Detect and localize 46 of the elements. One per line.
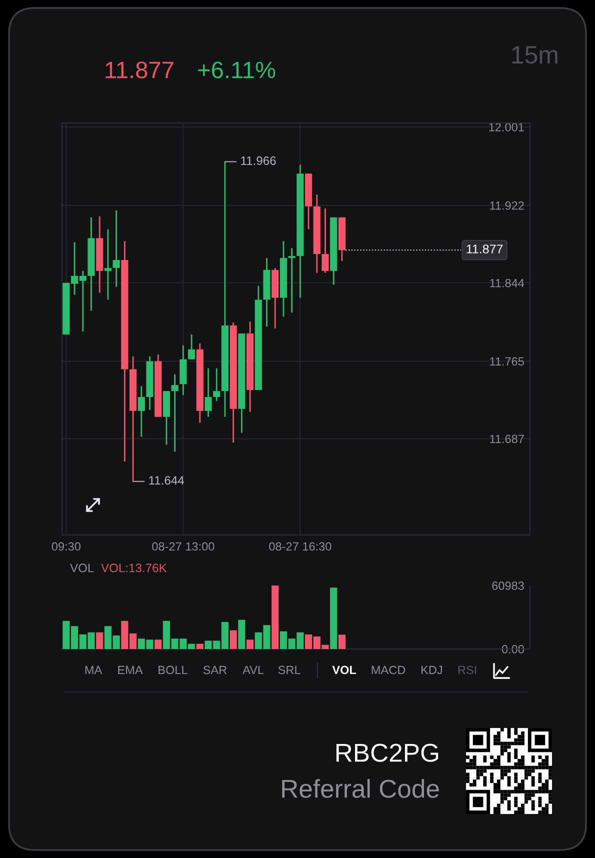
candlestick: [322, 208, 329, 274]
text: RBC2PG: [336, 744, 438, 762]
bar: [196, 644, 204, 649]
text: 15m: [512, 46, 558, 64]
y-tick-label: 11.687: [490, 434, 524, 444]
text: RSI: [458, 666, 476, 674]
bar: [338, 634, 346, 649]
text: SRL: [278, 666, 300, 674]
text: Referral Code: [282, 779, 439, 798]
x-tick-label: 08-27 16:30: [269, 542, 332, 551]
annotation: 11.644: [149, 476, 184, 485]
text: VOL: [70, 564, 94, 572]
bar: [238, 620, 246, 649]
text: +6.11%: [198, 62, 276, 78]
y-tick-label: 11.844: [490, 278, 524, 288]
x-tick-label: 09:30: [52, 542, 80, 551]
annotation: 11.966: [241, 156, 276, 165]
x-tick-label: 08-27 13:00: [152, 542, 214, 551]
candlestick: [213, 368, 220, 402]
candlestick: [204, 368, 212, 418]
text: VOL: [332, 666, 356, 674]
text: BOLL: [158, 666, 188, 674]
text: MACD: [372, 666, 406, 674]
candlestick: [112, 210, 120, 288]
candlestick: [188, 334, 196, 360]
bar: [154, 640, 162, 649]
y-tick-label: 60983: [492, 582, 524, 590]
text: VOL:13.76K: [101, 564, 167, 572]
bar: [96, 632, 104, 649]
bar: [246, 640, 254, 649]
y-tick-label: 11.922: [490, 201, 524, 210]
text: EMA: [118, 666, 143, 674]
text: AVL: [242, 666, 264, 674]
bar: [330, 588, 338, 649]
candlestick: [104, 228, 112, 300]
y-tick-label: 11.765: [490, 357, 524, 366]
ref-line-label: 11.877: [466, 244, 503, 254]
text: SAR: [203, 666, 227, 674]
bar: [272, 586, 279, 649]
text: 11.877: [106, 62, 174, 78]
text: KDJ: [422, 666, 442, 674]
candlestick: [138, 385, 145, 438]
bar: [230, 630, 237, 649]
candlestick: [288, 247, 296, 314]
text: MA: [85, 666, 102, 674]
candlestick: [171, 373, 178, 452]
